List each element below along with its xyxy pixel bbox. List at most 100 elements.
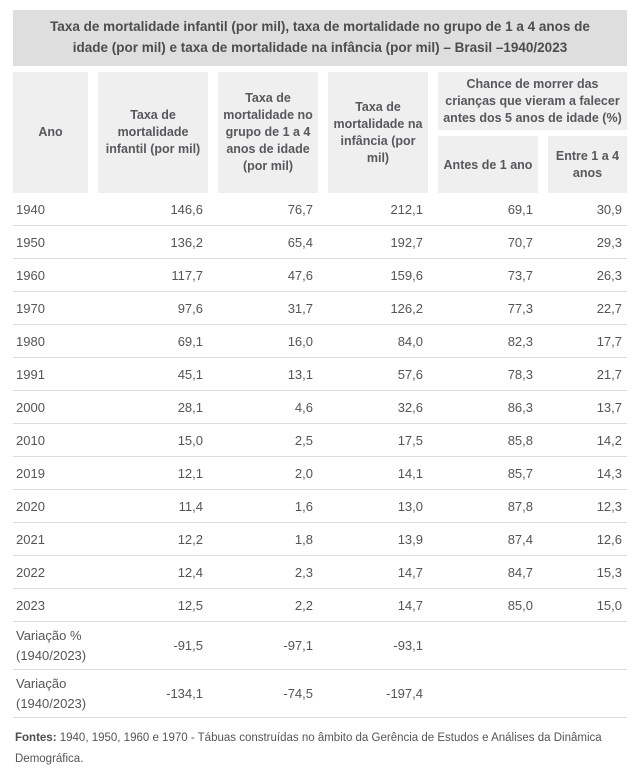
cell-taxa-infancia: 14,7 [318,589,428,623]
cell-ano: 2000 [13,391,88,425]
cell-ano: 1950 [13,226,88,260]
table-row: 2019 12,1 2,0 14,1 85,7 14,3 [13,457,627,491]
cell-chance-entre-1-4-anos [538,670,627,719]
cell-chance-entre-1-4-anos: 14,2 [538,424,627,458]
cell-chance-entre-1-4-anos: 14,3 [538,457,627,491]
page-title: Taxa de mortalidade infantil (por mil), … [13,10,627,66]
cell-taxa-grupo-1a4: 2,3 [208,556,318,590]
col-header-chance-morrer-group: Chance de morrer das crianças que vieram… [428,71,627,137]
cell-chance-entre-1-4-anos: 12,6 [538,523,627,557]
cell-taxa-grupo-1a4: 4,6 [208,391,318,425]
cell-taxa-infancia: 13,9 [318,523,428,557]
cell-taxa-infancia: 159,6 [318,259,428,293]
cell-taxa-grupo-1a4: 31,7 [208,292,318,326]
cell-taxa-infantil: -91,5 [88,622,208,671]
cell-ano: 2019 [13,457,88,491]
cell-taxa-infancia: 13,0 [318,490,428,524]
cell-chance-entre-1-4-anos: 12,3 [538,490,627,524]
cell-chance-entre-1-4-anos: 13,7 [538,391,627,425]
cell-chance-entre-1-4-anos [538,622,627,671]
cell-taxa-grupo-1a4: -97,1 [208,622,318,671]
cell-taxa-grupo-1a4: 1,8 [208,523,318,557]
table-row: 1960 117,7 47,6 159,6 73,7 26,3 [13,259,627,293]
cell-ano: Variação % (1940/2023) [13,622,88,671]
table-body: 1940 146,6 76,7 212,1 69,1 30,9 1950 136… [13,193,627,719]
header-row-main: Ano Taxa de mortalidade infantil (por mi… [13,71,627,194]
cell-chance-entre-1-4-anos: 22,7 [538,292,627,326]
cell-chance-antes-1-ano: 85,0 [428,589,538,623]
cell-taxa-infancia: 57,6 [318,358,428,392]
table-row: 2000 28,1 4,6 32,6 86,3 13,7 [13,391,627,425]
col-header-taxa-grupo-1a4: Taxa de mortalidade no grupo de 1 a 4 an… [208,71,318,194]
cell-taxa-infantil: 12,4 [88,556,208,590]
table-row: 2023 12,5 2,2 14,7 85,0 15,0 [13,589,627,623]
cell-chance-antes-1-ano: 85,7 [428,457,538,491]
table-row: 1970 97,6 31,7 126,2 77,3 22,7 [13,292,627,326]
source-label: Fontes: [15,732,57,745]
cell-taxa-grupo-1a4: 13,1 [208,358,318,392]
mortality-table: Ano Taxa de mortalidade infantil (por mi… [13,71,627,719]
cell-taxa-infantil: 12,1 [88,457,208,491]
cell-taxa-infantil: 12,5 [88,589,208,623]
cell-taxa-infancia: 212,1 [318,193,428,227]
cell-ano: 1940 [13,193,88,227]
cell-chance-antes-1-ano [428,670,538,719]
header-row-sub: Antes de 1 ano Entre 1 a 4 anos [13,136,627,194]
cell-taxa-infantil: 12,2 [88,523,208,557]
cell-chance-antes-1-ano: 70,7 [428,226,538,260]
cell-taxa-grupo-1a4: 76,7 [208,193,318,227]
cell-chance-antes-1-ano: 78,3 [428,358,538,392]
cell-taxa-infancia: -197,4 [318,670,428,719]
cell-taxa-infancia: 32,6 [318,391,428,425]
cell-chance-entre-1-4-anos: 17,7 [538,325,627,359]
cell-taxa-infantil: 45,1 [88,358,208,392]
cell-taxa-grupo-1a4: 47,6 [208,259,318,293]
cell-chance-antes-1-ano: 82,3 [428,325,538,359]
cell-taxa-grupo-1a4: 2,0 [208,457,318,491]
cell-ano: 2023 [13,589,88,623]
cell-taxa-infancia: -93,1 [318,622,428,671]
cell-ano: 2022 [13,556,88,590]
table-row: 1940 146,6 76,7 212,1 69,1 30,9 [13,193,627,227]
table-row: Variação % (1940/2023) -91,5 -97,1 -93,1 [13,622,627,671]
cell-ano: Variação (1940/2023) [13,670,88,719]
cell-taxa-infantil: 136,2 [88,226,208,260]
table-row: Variação (1940/2023) -134,1 -74,5 -197,4 [13,670,627,719]
cell-taxa-grupo-1a4: 16,0 [208,325,318,359]
table-row: 1991 45,1 13,1 57,6 78,3 21,7 [13,358,627,392]
table-row: 1950 136,2 65,4 192,7 70,7 29,3 [13,226,627,260]
cell-ano: 2020 [13,490,88,524]
cell-ano: 1980 [13,325,88,359]
cell-ano: 1970 [13,292,88,326]
cell-chance-antes-1-ano: 87,8 [428,490,538,524]
col-header-taxa-infantil: Taxa de mortalidade infantil (por mil) [88,71,208,194]
cell-taxa-infantil: -134,1 [88,670,208,719]
cell-taxa-infancia: 192,7 [318,226,428,260]
cell-chance-entre-1-4-anos: 21,7 [538,358,627,392]
table-row: 2021 12,2 1,8 13,9 87,4 12,6 [13,523,627,557]
cell-taxa-infantil: 97,6 [88,292,208,326]
cell-taxa-grupo-1a4: 2,2 [208,589,318,623]
cell-ano: 1991 [13,358,88,392]
cell-chance-antes-1-ano: 87,4 [428,523,538,557]
cell-chance-entre-1-4-anos: 26,3 [538,259,627,293]
cell-taxa-infantil: 11,4 [88,490,208,524]
table-source-note: Fontes: 1940, 1950, 1960 e 1970 - Tábuas… [13,728,627,768]
cell-chance-antes-1-ano: 73,7 [428,259,538,293]
cell-taxa-infancia: 14,1 [318,457,428,491]
cell-chance-entre-1-4-anos: 29,3 [538,226,627,260]
cell-ano: 2021 [13,523,88,557]
table-row: 2020 11,4 1,6 13,0 87,8 12,3 [13,490,627,524]
cell-taxa-infantil: 28,1 [88,391,208,425]
cell-taxa-grupo-1a4: 1,6 [208,490,318,524]
table-row: 2010 15,0 2,5 17,5 85,8 14,2 [13,424,627,458]
cell-taxa-infancia: 17,5 [318,424,428,458]
col-header-entre-1-4-anos: Entre 1 a 4 anos [538,136,627,194]
cell-taxa-infantil: 146,6 [88,193,208,227]
table-row: 1980 69,1 16,0 84,0 82,3 17,7 [13,325,627,359]
cell-taxa-grupo-1a4: 2,5 [208,424,318,458]
cell-taxa-infancia: 14,7 [318,556,428,590]
source-text: 1940, 1950, 1960 e 1970 - Tábuas constru… [15,732,602,765]
cell-chance-entre-1-4-anos: 15,3 [538,556,627,590]
cell-taxa-infancia: 84,0 [318,325,428,359]
